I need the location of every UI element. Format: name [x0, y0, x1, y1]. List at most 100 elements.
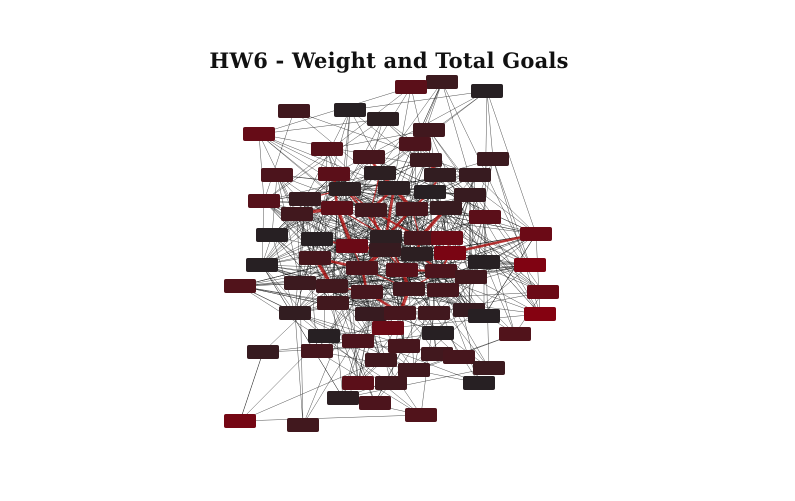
graph-node [471, 84, 503, 98]
graph-node [336, 239, 368, 253]
node-box [308, 329, 340, 343]
node-box [514, 258, 546, 272]
graph-edge [261, 264, 403, 271]
graph-node [527, 285, 559, 299]
node-box [405, 408, 437, 422]
node-box [369, 243, 401, 257]
graph-node [386, 263, 418, 277]
graph-node [261, 168, 293, 182]
node-box [301, 232, 333, 246]
graph-edge [483, 233, 537, 317]
graph-node [224, 279, 256, 293]
node-box [396, 202, 428, 216]
node-box [278, 104, 310, 118]
node-box [365, 353, 397, 367]
graph-node [427, 283, 459, 297]
graph-edge [344, 188, 353, 247]
graph-node [399, 137, 431, 151]
graph-node [334, 103, 366, 117]
graph-node [365, 353, 397, 367]
graph-edge [323, 335, 422, 416]
graph-node [477, 152, 509, 166]
graph-edge [408, 288, 415, 371]
graph-node [364, 166, 396, 180]
graph-edge [344, 188, 531, 266]
node-box [287, 418, 319, 432]
graph-node [284, 276, 316, 290]
graph-edge [276, 174, 333, 287]
graph-node [318, 167, 350, 181]
node-box [468, 255, 500, 269]
graph-node [413, 123, 445, 137]
graph-node [279, 306, 311, 320]
node-box [422, 326, 454, 340]
graph-node [370, 230, 402, 244]
node-box [327, 391, 359, 405]
node-box [395, 80, 427, 94]
node-box [430, 201, 462, 215]
graph-node [455, 270, 487, 284]
graph-node [355, 307, 387, 321]
node-box [443, 350, 475, 364]
graph-edge [332, 291, 544, 304]
graph-edge [304, 198, 318, 352]
graph-node [375, 376, 407, 390]
graph-node [329, 182, 361, 196]
node-box [386, 263, 418, 277]
graph-node [468, 309, 500, 323]
node-box [388, 339, 420, 353]
node-box [243, 127, 275, 141]
graph-edge [446, 194, 471, 239]
node-box [311, 142, 343, 156]
graph-node [308, 329, 340, 343]
graph-edge [336, 207, 403, 271]
graph-edge [441, 81, 516, 335]
graph-node [299, 251, 331, 265]
node-box [399, 137, 431, 151]
graph-edge [271, 234, 296, 314]
graph-edge [374, 345, 405, 404]
graph-node [316, 279, 348, 293]
node-box [299, 251, 331, 265]
node-box [317, 296, 349, 310]
graph-node [359, 396, 391, 410]
graph-node [426, 75, 458, 89]
graph-node [388, 339, 420, 353]
graph-edge [296, 213, 301, 284]
node-box [463, 376, 495, 390]
graph-node [355, 203, 387, 217]
graph-edge [239, 414, 422, 422]
graph-edge [342, 367, 490, 399]
graph-node [393, 282, 425, 296]
node-box [520, 227, 552, 241]
graph-edge [239, 359, 382, 422]
graph-edge [314, 209, 372, 259]
graph-edge [486, 90, 537, 235]
graph-edge [349, 90, 488, 111]
graph-node [463, 376, 495, 390]
node-box [248, 194, 280, 208]
node-box [355, 203, 387, 217]
graph-edge [368, 156, 537, 235]
node-box [431, 231, 463, 245]
node-box [284, 276, 316, 290]
graph-edge [263, 118, 384, 202]
graph-edge [262, 345, 405, 353]
graph-edge [433, 291, 544, 314]
graph-node [224, 414, 256, 428]
node-box [334, 103, 366, 117]
node-box [364, 166, 396, 180]
graph-edge [486, 90, 494, 160]
graph-node [342, 376, 374, 390]
graph-node [398, 363, 430, 377]
node-box [454, 188, 486, 202]
graph-node [418, 306, 450, 320]
node-box [224, 414, 256, 428]
graph-edge [261, 207, 338, 266]
graph-edge [296, 213, 442, 272]
graph-node [317, 296, 349, 310]
graph-node [369, 243, 401, 257]
node-box [321, 201, 353, 215]
node-box [469, 210, 501, 224]
graph-edge [271, 159, 427, 236]
